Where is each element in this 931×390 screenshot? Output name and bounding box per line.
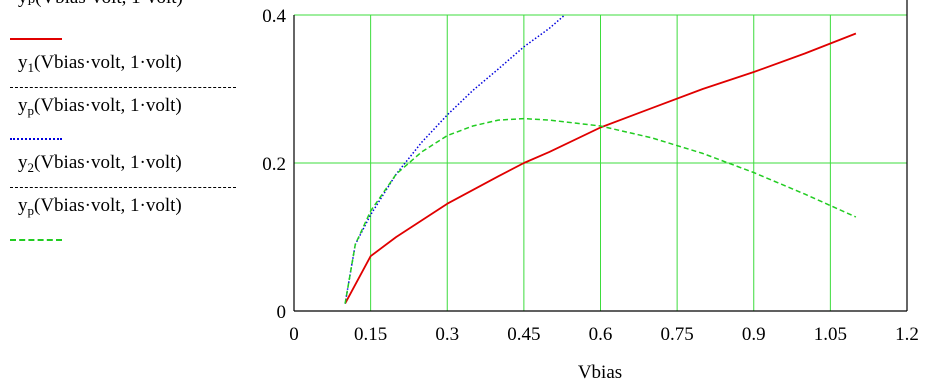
x-axis-label: Vbias	[578, 362, 622, 383]
y-tick-label: 0.2	[262, 154, 286, 175]
legend-label-series-1: y1(Vbias·volt, 1·volt)	[18, 52, 182, 75]
series-line-3	[344, 117, 857, 304]
legend-label-series-4: yp(Vbias·volt, 1·volt)	[18, 195, 182, 218]
x-tick-label: 0.45	[507, 324, 540, 345]
legend-separator	[10, 87, 236, 88]
legend-swatch-series-1	[10, 38, 62, 40]
x-tick-label: 1.2	[895, 324, 919, 345]
legend-separator	[10, 187, 236, 188]
grid-lines	[294, 14, 907, 311]
legend-label-series-3: y2(Vbias·volt, 1·volt)	[18, 152, 182, 175]
x-tick-label: 0	[289, 324, 299, 345]
chart-legend: yₚ(Vbias·volt, 1·volt) y1(Vbias·volt, 1·…	[0, 0, 240, 260]
x-tick-label: 1.05	[814, 324, 847, 345]
x-tick-label: 0.6	[589, 324, 613, 345]
series-group	[344, 14, 857, 305]
series-line-1	[344, 32, 857, 305]
x-tick-label: 0.9	[742, 324, 766, 345]
axes-frame	[293, 0, 908, 312]
x-tick-labels: 0 0.15 0.3 0.45 0.6 0.75 0.9 1.05 1.2	[289, 324, 919, 345]
x-tick-label: 0.75	[661, 324, 694, 345]
legend-label-top-clipped: yₚ(Vbias·volt, 1·volt)	[18, 0, 183, 9]
y-tick-labels: 0 0.2 0.4	[262, 6, 286, 323]
legend-label-series-2: yp(Vbias·volt, 1·volt)	[18, 95, 182, 118]
x-tick-label: 0.3	[435, 324, 459, 345]
legend-swatch-series-2	[10, 138, 62, 140]
y-tick-label: 0	[277, 302, 287, 323]
x-tick-label: 0.15	[354, 324, 387, 345]
series-line-2	[344, 14, 566, 304]
legend-swatch-series-3	[10, 239, 62, 241]
y-tick-label: 0.4	[262, 6, 286, 27]
